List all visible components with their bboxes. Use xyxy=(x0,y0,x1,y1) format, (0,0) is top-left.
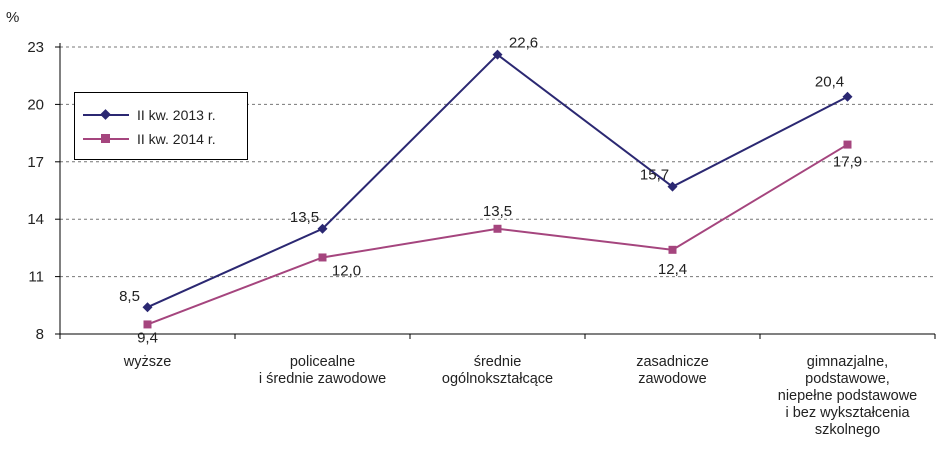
legend: II kw. 2013 r. II kw. 2014 r. xyxy=(74,92,248,160)
data-point xyxy=(318,253,327,262)
y-tick-label: 20 xyxy=(27,96,44,113)
x-category-label-line: niepełne podstawowe xyxy=(778,388,917,404)
legend-item-2014: II kw. 2014 r. xyxy=(83,129,216,149)
data-point xyxy=(667,181,678,192)
x-category-label: średnie ogólnokształcące xyxy=(442,354,553,387)
data-label: 12,0 xyxy=(332,262,361,279)
y-tick-label: 8 xyxy=(36,326,44,343)
data-point xyxy=(317,223,328,234)
data-point xyxy=(143,320,152,329)
x-category-label-line: policealne xyxy=(290,354,355,370)
data-labels: 8,5 13,5 22,6 15,7 20,4 9,4 12,0 13,5 12,4 17,9 xyxy=(119,35,862,347)
x-category-label-line: zawodowe xyxy=(638,371,707,387)
y-tick-labels: 8 11 14 17 20 23 xyxy=(27,39,44,343)
x-category-label-line: gimnazjalne, xyxy=(807,354,888,370)
x-category-label-line: szkolnego xyxy=(815,422,880,438)
data-label: 13,5 xyxy=(483,203,512,220)
x-category-label-line: średnie xyxy=(474,354,522,370)
series-lines xyxy=(142,49,853,329)
data-label: 9,4 xyxy=(137,329,158,346)
series-line-1 xyxy=(147,143,849,326)
data-point xyxy=(492,49,503,60)
x-category-label-line: i średnie zawodowe xyxy=(259,371,386,387)
legend-label-2013: II kw. 2013 r. xyxy=(137,107,216,123)
y-tick-label: 23 xyxy=(27,39,44,56)
data-point xyxy=(142,302,153,313)
data-point xyxy=(493,224,502,233)
x-category-label-line: i bez wykształcenia xyxy=(785,405,910,421)
x-category-label: policealne i średnie zawodowe xyxy=(259,354,386,387)
data-label: 13,5 xyxy=(290,209,319,226)
data-point xyxy=(668,245,677,254)
x-category-labels: wyższe policealne i średnie zawodowe średni… xyxy=(123,354,918,438)
x-category-label-line: zasadnicze xyxy=(636,354,709,370)
data-label: 22,6 xyxy=(509,35,538,52)
legend-item-2013: II kw. 2013 r. xyxy=(83,105,216,125)
y-tick-label: 11 xyxy=(28,269,44,286)
legend-swatch-2013 xyxy=(83,108,129,122)
x-category-label-line: ogólnokształcące xyxy=(442,371,553,387)
axes xyxy=(55,43,936,339)
data-label: 17,9 xyxy=(833,154,862,171)
x-category-label: zasadnicze zawodowe xyxy=(636,354,709,387)
y-tick-label: 17 xyxy=(27,154,44,171)
series-line-0 xyxy=(147,53,848,309)
data-label: 15,7 xyxy=(640,167,669,184)
y-axis-unit: % xyxy=(6,9,19,26)
data-label: 12,4 xyxy=(658,261,687,278)
x-category-label: gimnazjalne, podstawowe, niepełne podstawo… xyxy=(778,354,917,438)
data-point xyxy=(842,91,853,102)
legend-label-2014: II kw. 2014 r. xyxy=(137,131,216,147)
data-point xyxy=(843,140,852,149)
x-category-label: wyższe xyxy=(123,354,172,370)
data-label: 8,5 xyxy=(119,288,140,305)
x-category-label-line: wyższe xyxy=(123,354,172,370)
data-label: 20,4 xyxy=(815,74,844,91)
y-tick-label: 14 xyxy=(27,211,44,228)
grid-lines xyxy=(60,46,935,278)
legend-swatch-2014 xyxy=(83,132,129,146)
x-category-label-line: podstawowe, xyxy=(805,371,890,387)
